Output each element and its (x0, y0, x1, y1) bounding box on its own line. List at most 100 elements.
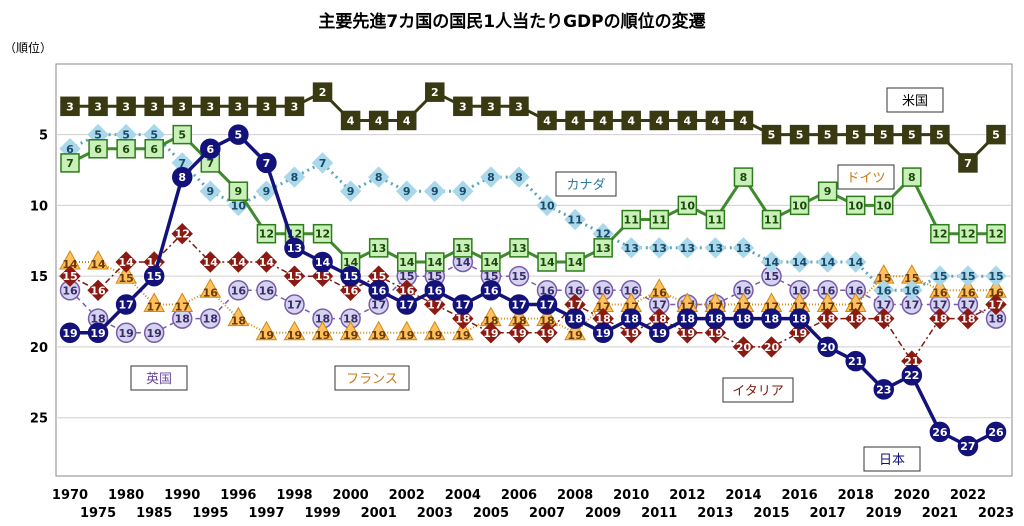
marker-triangle (227, 306, 250, 327)
series-5-point: 19 (395, 320, 418, 342)
series-0-point: 3 (256, 96, 277, 117)
marker-circle (817, 336, 838, 358)
marker-circle (59, 322, 81, 344)
data-label: 23 (876, 383, 891, 396)
data-label: 19 (118, 327, 133, 340)
marker-circle (87, 322, 109, 344)
series-3-point: 17 (115, 294, 137, 315)
data-label: 14 (567, 256, 583, 269)
marker-circle (171, 166, 193, 188)
series-0-point: 4 (565, 110, 585, 131)
data-label: 19 (427, 329, 442, 342)
series-2-point: 13 (704, 237, 727, 259)
marker-circle (228, 124, 249, 145)
marker-triangle (451, 320, 474, 341)
data-label: 14 (315, 256, 331, 269)
marker-square (845, 124, 866, 145)
data-label: 16 (259, 284, 275, 297)
series-4-point: 16 (789, 280, 810, 301)
series-1-point: 12 (256, 223, 277, 244)
data-label: 20 (764, 341, 780, 354)
marker-diamond (704, 237, 727, 259)
marker-circle (733, 308, 754, 329)
marker-triangle (339, 320, 362, 341)
series-1-point: 14 (481, 252, 501, 272)
marker-circle (143, 322, 165, 344)
series-0-point: 5 (874, 124, 894, 145)
data-label: 16 (427, 284, 443, 297)
legend-item-2: ドイツ (837, 164, 895, 190)
data-label: 3 (459, 100, 467, 113)
data-label: 17 (820, 300, 835, 313)
data-label: 12 (315, 228, 330, 241)
data-label: 18 (511, 315, 526, 328)
marker-diamond (816, 307, 839, 330)
marker-diamond (508, 322, 530, 344)
data-label: 16 (932, 286, 948, 299)
data-label: 18 (595, 313, 610, 326)
data-label: 7 (964, 157, 972, 170)
series-2-point: 15 (985, 265, 1007, 287)
series-1-point: 13 (509, 238, 529, 258)
data-label: 18 (876, 313, 891, 326)
data-label: 9 (263, 185, 271, 198)
marker-square (425, 252, 445, 272)
marker-diamond (844, 307, 867, 330)
marker-square (677, 195, 698, 216)
series-4-point: 18 (200, 308, 221, 329)
series-1-point: 12 (312, 223, 333, 244)
data-label: 15 (315, 270, 330, 283)
series-0-point: 2 (312, 82, 333, 102)
series-0-point: 4 (621, 110, 641, 131)
data-label: 3 (515, 100, 523, 113)
series-5-point: 16 (648, 278, 671, 299)
marker-square (761, 209, 782, 230)
legend-label: イタリア (732, 384, 783, 399)
data-label: 17 (567, 298, 582, 311)
data-label: 8 (375, 171, 383, 184)
marker-diamond (957, 265, 979, 287)
x-tick-label: 2000 (333, 488, 369, 503)
series-3-point: 8 (171, 166, 193, 188)
marker-square (116, 139, 136, 159)
marker-diamond (115, 251, 137, 273)
marker-square (789, 195, 810, 216)
marker-circle (536, 294, 558, 315)
marker-diamond (704, 322, 727, 344)
marker-diamond (424, 180, 446, 202)
series-1-point: 11 (649, 209, 670, 230)
data-label: 16 (848, 284, 864, 297)
series-0-point: 5 (902, 124, 922, 145)
marker-diamond (732, 237, 755, 259)
series-4-point: 16 (592, 280, 614, 301)
marker-square (88, 96, 108, 117)
data-label: 16 (904, 284, 920, 297)
series-4-point: 18 (87, 308, 109, 329)
series-6-point: 21 (901, 350, 923, 372)
series-0-point: 5 (986, 124, 1006, 145)
series-0-point: 4 (368, 110, 389, 131)
data-label: 14 (539, 256, 555, 269)
marker-diamond (760, 336, 783, 358)
marker-square (200, 96, 221, 117)
series-4-point: 19 (115, 322, 137, 344)
marker-diamond (844, 251, 867, 273)
series-0: 3 3 3 3 3 3 3 3 3 2 4 4 4 2 3 3 3 4 4 4 4 4 4 4 4 5 5 5 5 5 5 5 7 5 (60, 82, 1006, 173)
marker-diamond (255, 251, 278, 273)
data-label: 2 (319, 86, 327, 99)
marker-diamond (367, 166, 390, 188)
series-0-point: 2 (425, 82, 445, 102)
data-label: 15 (287, 270, 302, 283)
data-label: 15 (62, 270, 77, 283)
data-label: 14 (62, 258, 78, 271)
data-label: 19 (483, 327, 498, 340)
data-label: 9 (347, 185, 355, 198)
series-0-point: 3 (200, 96, 221, 117)
series-5-point: 14 (87, 249, 109, 271)
marker-diamond (620, 322, 642, 344)
marker-square (565, 110, 585, 131)
data-label: 7 (178, 157, 186, 170)
